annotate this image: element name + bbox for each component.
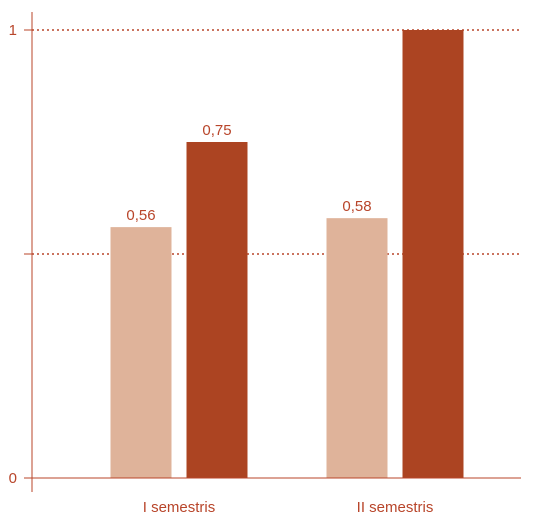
y-tick-label: 1 (9, 22, 17, 39)
bar-1-2 (186, 142, 248, 478)
x-category-label: I semestris (143, 499, 216, 515)
data-label: 0,56 (126, 207, 155, 224)
y-tick-label: 0 (9, 470, 17, 487)
data-label: 0,75 (202, 122, 231, 139)
data-label: 0,58 (342, 198, 371, 215)
axes (24, 12, 521, 492)
data-labels: 0,56 0,75 0,58 (126, 122, 371, 224)
y-ticks: 01 (9, 22, 32, 487)
bar-2-1 (326, 218, 388, 478)
bar-2-2 (402, 30, 464, 478)
bars (110, 30, 464, 478)
x-category-label: II semestris (357, 499, 434, 515)
x-category-labels: I semestris II semestris (143, 499, 434, 515)
bar-1-1 (110, 227, 172, 478)
